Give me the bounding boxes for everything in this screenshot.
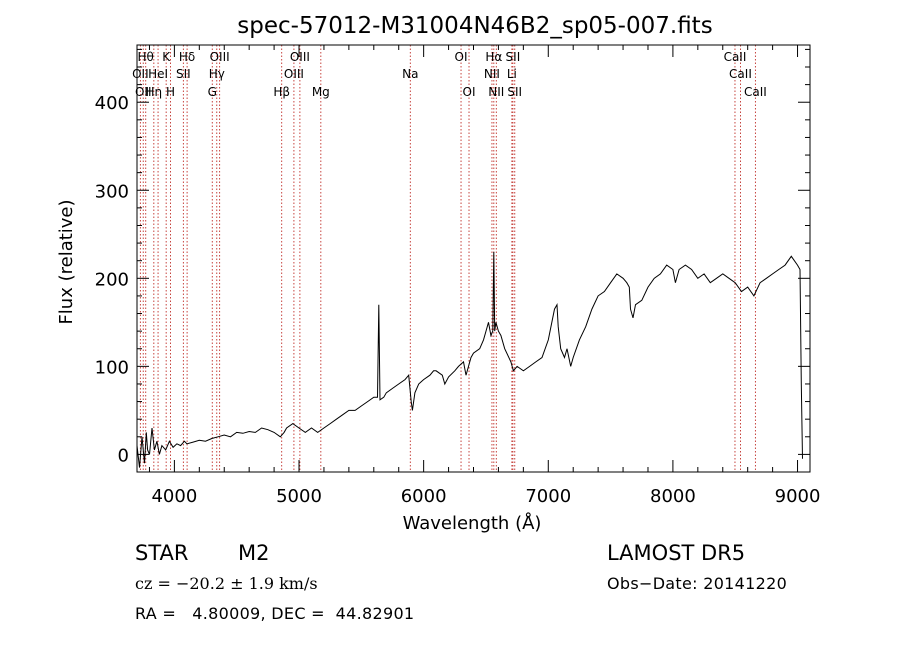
y-tick-label: 400 [95, 93, 129, 114]
line-mark-label: Li [507, 67, 517, 81]
y-axis-label: Flux (relative) [56, 199, 77, 324]
chart-title: spec-57012-M31004N46B2_sp05-007.fits [237, 13, 712, 39]
survey-name: LAMOST DR5 [607, 541, 746, 565]
line-mark-label: Mg [312, 85, 330, 99]
x-tick-label: 5000 [276, 486, 322, 507]
line-mark-label: Hδ [179, 50, 195, 64]
spectral-line-labels: OIIOIIHθHηHeIKHSIIHδGHγOIIIHβOIIIOIIIMgN… [132, 50, 767, 99]
line-mark-label: SII [176, 67, 191, 81]
line-mark-label: OIII [284, 67, 304, 81]
line-mark-label: OI [463, 85, 476, 99]
y-tick-label: 0 [118, 445, 129, 466]
x-tick-label: 4000 [151, 486, 197, 507]
line-mark-label: H [166, 85, 175, 99]
x-axis: 4000 5000 6000 7000 8000 9000 [148, 45, 821, 507]
line-mark-label: HeI [148, 67, 168, 81]
spectral-line-markers [139, 45, 756, 472]
line-mark-label: Hθ [138, 50, 154, 64]
y-axis: 0 100 200 300 400 [95, 48, 810, 466]
line-mark-label: SII [506, 50, 521, 64]
line-mark-label: CaII [744, 85, 767, 99]
object-subclass: M2 [238, 541, 270, 565]
line-mark-label: NII [488, 85, 504, 99]
line-mark-label: Hβ [273, 85, 290, 99]
y-tick-label: 300 [95, 181, 129, 202]
line-mark-label: SII [507, 85, 522, 99]
x-tick-label: 7000 [525, 486, 571, 507]
x-tick-label: 6000 [401, 486, 447, 507]
line-mark-label: OII [135, 85, 152, 99]
x-tick-label: 9000 [775, 486, 821, 507]
observation-date: Obs−Date: 20141220 [607, 574, 788, 593]
line-mark-label: G [208, 85, 217, 99]
plot-frame [136, 44, 811, 473]
y-tick-label: 100 [95, 357, 129, 378]
line-mark-label: Hη [146, 85, 163, 99]
spectrum-series-line [136, 251, 803, 468]
y-tick-label: 200 [95, 269, 129, 290]
redshift-cz: cz = −20.2 ± 1.9 km/s [135, 574, 318, 593]
line-mark-label: Hγ [209, 67, 225, 81]
object-class: STAR [135, 541, 189, 565]
line-mark-label: CaII [724, 50, 747, 64]
line-mark-label: OIII [210, 50, 230, 64]
line-mark-label: CaII [729, 67, 752, 81]
x-axis-label: Wavelength (Å) [403, 512, 542, 534]
x-tick-label: 8000 [650, 486, 696, 507]
coordinates: RA = 4.80009, DEC = 44.82901 [135, 604, 415, 623]
line-mark-label: NII [484, 67, 500, 81]
line-mark-label: Na [402, 67, 418, 81]
line-mark-label: OIII [290, 50, 310, 64]
line-mark-label: K [162, 50, 171, 64]
line-mark-label: OI [455, 50, 468, 64]
line-mark-label: Hα [485, 50, 502, 64]
line-mark-label: OII [132, 67, 149, 81]
